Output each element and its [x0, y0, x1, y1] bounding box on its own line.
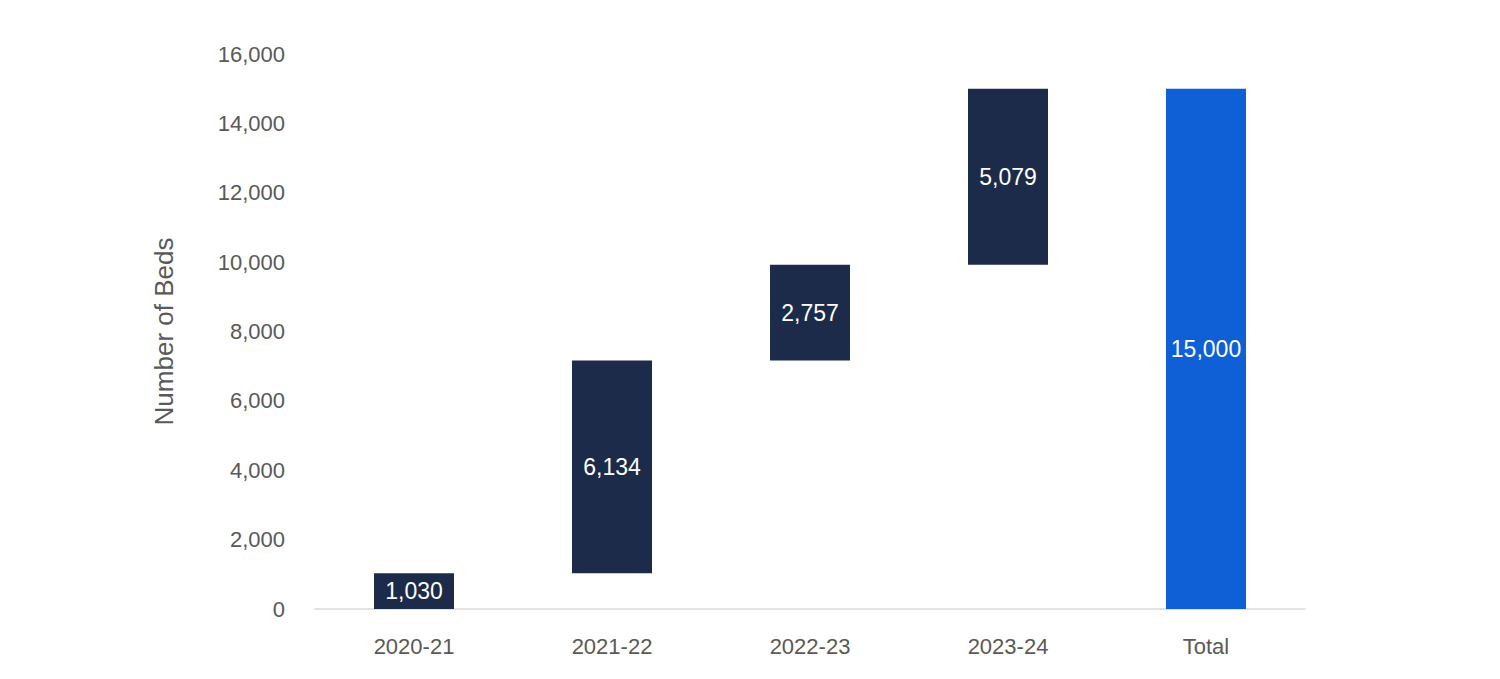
svg-text:0: 0 — [273, 597, 285, 622]
svg-text:4,000: 4,000 — [230, 458, 285, 483]
svg-text:2020-21: 2020-21 — [374, 634, 455, 659]
svg-text:5,079: 5,079 — [979, 164, 1037, 190]
svg-text:8,000: 8,000 — [230, 319, 285, 344]
svg-text:16,000: 16,000 — [218, 42, 285, 67]
svg-text:12,000: 12,000 — [218, 180, 285, 205]
svg-text:2,000: 2,000 — [230, 527, 285, 552]
svg-text:14,000: 14,000 — [218, 111, 285, 136]
svg-text:2021-22: 2021-22 — [572, 634, 653, 659]
svg-text:15,000: 15,000 — [1171, 336, 1241, 362]
svg-text:Number of Beds: Number of Beds — [149, 238, 179, 426]
svg-text:2,757: 2,757 — [781, 300, 839, 326]
svg-text:2023-24: 2023-24 — [968, 634, 1049, 659]
svg-text:10,000: 10,000 — [218, 250, 285, 275]
svg-text:Total: Total — [1183, 634, 1229, 659]
svg-text:1,030: 1,030 — [385, 578, 443, 604]
svg-text:6,134: 6,134 — [583, 454, 641, 480]
svg-text:2022-23: 2022-23 — [770, 634, 851, 659]
svg-text:6,000: 6,000 — [230, 388, 285, 413]
